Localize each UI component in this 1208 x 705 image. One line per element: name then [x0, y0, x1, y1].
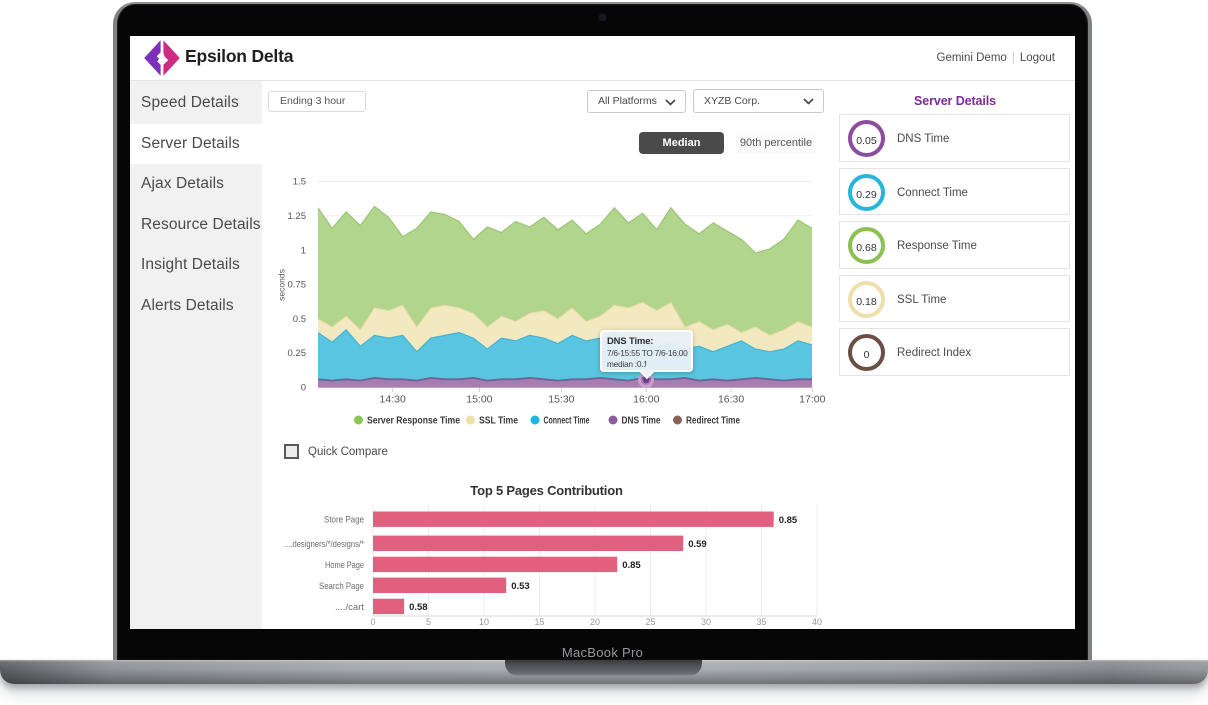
- svg-text:0: 0: [301, 383, 306, 394]
- svg-text:seconds: seconds: [278, 269, 287, 301]
- svg-text:Search Page: Search Page: [319, 581, 364, 592]
- svg-text:0.75: 0.75: [288, 280, 307, 291]
- svg-text:....designers/*/designs/*: ....designers/*/designs/*: [284, 539, 364, 550]
- svg-text:0: 0: [370, 617, 375, 627]
- svg-text:30: 30: [701, 617, 711, 627]
- svg-text:35: 35: [756, 617, 766, 627]
- svg-text:DNS Time: DNS Time: [622, 415, 661, 427]
- svg-text:15: 15: [534, 617, 544, 627]
- svg-text:16:00: 16:00: [633, 394, 659, 406]
- svg-text:1.25: 1.25: [288, 211, 307, 222]
- svg-text:SSL Time: SSL Time: [479, 415, 518, 427]
- svg-text:20: 20: [590, 617, 600, 627]
- svg-text:15:00: 15:00: [466, 394, 492, 406]
- svg-text:0.25: 0.25: [288, 348, 307, 359]
- svg-text:15:30: 15:30: [548, 394, 574, 406]
- svg-text:Store Page: Store Page: [324, 515, 364, 526]
- svg-text:17:00: 17:00: [799, 394, 825, 406]
- svg-text:0.58: 0.58: [409, 602, 428, 613]
- svg-text:10: 10: [479, 617, 489, 627]
- svg-text:5: 5: [426, 617, 431, 627]
- svg-text:..../cart: ..../cart: [335, 602, 364, 613]
- svg-text:Server Response Time: Server Response Time: [367, 415, 460, 427]
- svg-text:0.85: 0.85: [779, 515, 798, 526]
- svg-text:16:30: 16:30: [718, 394, 744, 406]
- svg-text:25: 25: [645, 617, 655, 627]
- svg-text:1: 1: [301, 245, 306, 256]
- svg-text:0.53: 0.53: [511, 581, 530, 592]
- svg-text:0.5: 0.5: [293, 314, 306, 325]
- svg-text:1.5: 1.5: [293, 177, 306, 188]
- svg-text:0.85: 0.85: [622, 560, 641, 571]
- svg-text:Connect Time: Connect Time: [544, 415, 590, 427]
- svg-text:40: 40: [812, 617, 822, 627]
- svg-text:14:30: 14:30: [380, 394, 406, 406]
- svg-text:Redirect Time: Redirect Time: [686, 415, 740, 427]
- svg-text:Home Page: Home Page: [325, 560, 364, 571]
- svg-text:0.59: 0.59: [688, 539, 707, 550]
